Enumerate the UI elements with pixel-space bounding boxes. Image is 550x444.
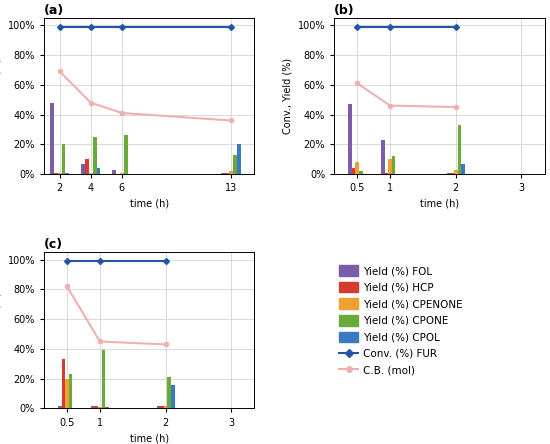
Bar bbox=[62, 144, 65, 174]
Y-axis label: Conv., Yield (%): Conv., Yield (%) bbox=[0, 292, 2, 369]
Bar bbox=[112, 170, 116, 174]
Bar bbox=[233, 155, 236, 174]
Bar bbox=[54, 173, 58, 174]
Bar bbox=[58, 405, 62, 408]
Legend: Yield (%) FOL, Yield (%) HCP, Yield (%) CPENONE, Yield (%) CPONE, Yield (%) CPOL: Yield (%) FOL, Yield (%) HCP, Yield (%) … bbox=[339, 265, 463, 376]
Text: (c): (c) bbox=[44, 238, 63, 251]
Bar bbox=[85, 159, 89, 174]
Text: (a): (a) bbox=[44, 4, 64, 16]
Bar bbox=[62, 359, 65, 408]
Bar bbox=[65, 379, 69, 408]
Bar bbox=[447, 173, 450, 174]
Bar bbox=[102, 350, 105, 408]
Bar bbox=[381, 140, 384, 174]
Bar bbox=[384, 173, 388, 174]
Bar bbox=[58, 173, 62, 174]
Bar bbox=[355, 162, 359, 174]
Bar bbox=[348, 104, 352, 174]
Bar bbox=[454, 170, 458, 174]
X-axis label: time (h): time (h) bbox=[130, 433, 169, 443]
Bar bbox=[65, 173, 69, 174]
Bar bbox=[167, 377, 171, 408]
Bar bbox=[91, 405, 95, 408]
Bar bbox=[120, 173, 124, 174]
Bar bbox=[164, 405, 167, 408]
Bar bbox=[352, 168, 355, 174]
Bar bbox=[225, 173, 229, 174]
Bar bbox=[97, 168, 101, 174]
Y-axis label: Conv., Yield (%): Conv., Yield (%) bbox=[0, 58, 2, 134]
Bar bbox=[392, 156, 395, 174]
Bar bbox=[236, 144, 241, 174]
Bar bbox=[81, 164, 85, 174]
Bar bbox=[388, 159, 392, 174]
Bar bbox=[157, 405, 160, 408]
Y-axis label: Conv., Yield (%): Conv., Yield (%) bbox=[282, 58, 292, 134]
Bar bbox=[95, 405, 98, 408]
Bar bbox=[89, 173, 93, 174]
X-axis label: time (h): time (h) bbox=[130, 198, 169, 209]
Bar bbox=[93, 137, 97, 174]
Bar bbox=[450, 173, 454, 174]
Bar bbox=[105, 407, 109, 408]
Bar bbox=[69, 374, 73, 408]
Bar bbox=[160, 405, 164, 408]
Text: (b): (b) bbox=[334, 4, 355, 16]
Bar bbox=[50, 103, 54, 174]
Bar bbox=[124, 135, 128, 174]
Bar bbox=[229, 171, 233, 174]
Bar bbox=[171, 385, 174, 408]
Bar bbox=[221, 173, 225, 174]
X-axis label: time (h): time (h) bbox=[420, 198, 459, 209]
Bar bbox=[98, 407, 102, 408]
Bar bbox=[359, 171, 362, 174]
Bar bbox=[458, 125, 461, 174]
Bar bbox=[461, 164, 465, 174]
